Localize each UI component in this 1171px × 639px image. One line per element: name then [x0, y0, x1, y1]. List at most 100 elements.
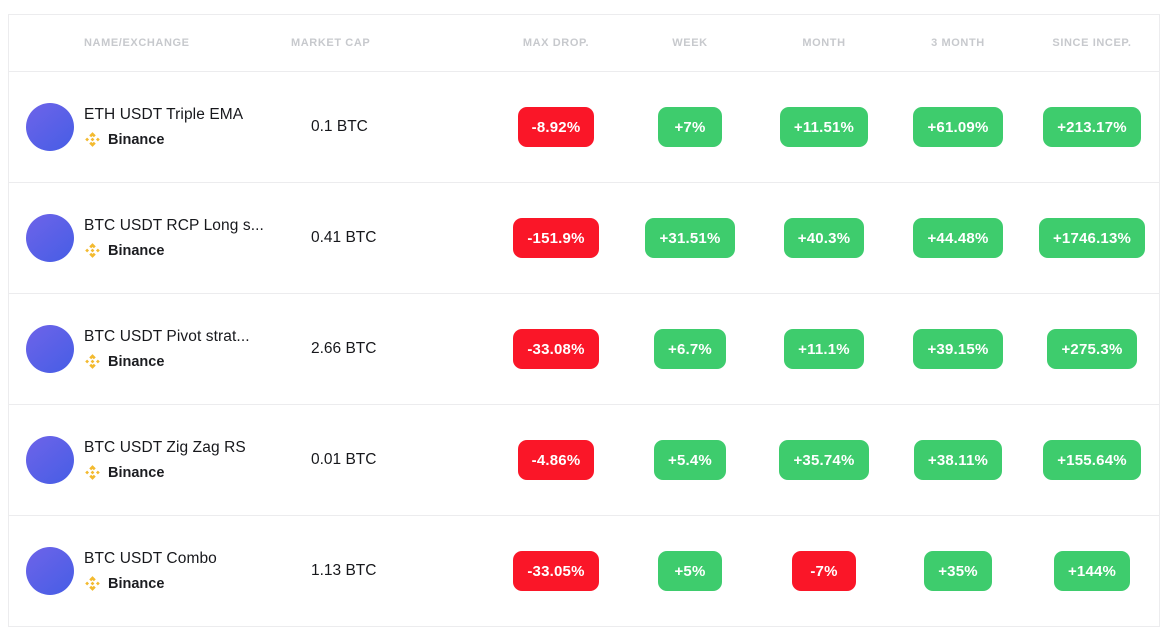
- month-cell: +40.3%: [757, 218, 891, 258]
- strategy-name: ETH USDT Triple EMA: [84, 106, 244, 123]
- market-cap-cell: 0.1 BTC: [289, 118, 489, 136]
- column-header-market-cap: MARKET CAP: [291, 37, 371, 49]
- three-month-cell: +44.48%: [891, 218, 1025, 258]
- month-cell: +11.1%: [757, 329, 891, 369]
- strategy-avatar: [26, 103, 74, 151]
- binance-icon: [85, 132, 100, 147]
- max-drop-cell: -151.9%: [489, 218, 623, 258]
- max-drop-badge: -151.9%: [513, 218, 599, 258]
- week-badge: +7%: [658, 107, 722, 147]
- exchange-line: Binance: [84, 242, 264, 259]
- exchange-name: Binance: [108, 575, 165, 592]
- strategy-avatar: [26, 325, 74, 373]
- week-badge: +31.51%: [645, 218, 735, 258]
- month-badge: +11.1%: [784, 329, 864, 369]
- since-incep-cell: +213.17%: [1025, 107, 1159, 147]
- table-row[interactable]: BTC USDT RCP Long s... Binance 0.: [9, 182, 1159, 293]
- exchange-name: Binance: [108, 464, 165, 481]
- name-exchange-cell: BTC USDT Combo Binance: [9, 547, 289, 595]
- week-cell: +7%: [623, 107, 757, 147]
- table-header-row: NAME/EXCHANGE MARKET CAP MAX DROP. WEEK …: [9, 15, 1159, 71]
- week-cell: +31.51%: [623, 218, 757, 258]
- market-cap-value: 0.01 BTC: [311, 451, 377, 468]
- table-row[interactable]: BTC USDT Pivot strat... Binance 2: [9, 293, 1159, 404]
- name-exchange-cell: BTC USDT Zig Zag RS Binance: [9, 436, 289, 484]
- month-badge: +11.51%: [779, 107, 869, 147]
- column-header-3-month: 3 MONTH: [931, 37, 985, 49]
- market-cap-value: 1.13 BTC: [311, 562, 377, 579]
- name-block: BTC USDT RCP Long s... Binance: [84, 217, 264, 259]
- strategy-name: BTC USDT Zig Zag RS: [84, 439, 246, 456]
- strategy-avatar: [26, 214, 74, 262]
- table-row[interactable]: BTC USDT Combo Binance 1.13 BTC: [9, 515, 1159, 626]
- max-drop-badge: -8.92%: [517, 107, 595, 147]
- three-month-badge: +44.48%: [913, 218, 1003, 258]
- week-badge: +5.4%: [654, 440, 726, 480]
- name-block: ETH USDT Triple EMA Binance: [84, 106, 243, 148]
- name-block: BTC USDT Combo Binance: [84, 550, 217, 592]
- table-row[interactable]: ETH USDT Triple EMA Binance 0.1 B: [9, 71, 1159, 182]
- week-badge: +6.7%: [654, 329, 726, 369]
- table-row[interactable]: BTC USDT Zig Zag RS Binance 0.01: [9, 404, 1159, 515]
- exchange-name: Binance: [108, 131, 165, 148]
- exchange-line: Binance: [84, 464, 246, 481]
- max-drop-cell: -33.08%: [489, 329, 623, 369]
- exchange-line: Binance: [84, 575, 217, 592]
- binance-icon: [85, 465, 100, 480]
- month-cell: +11.51%: [757, 107, 891, 147]
- name-block: BTC USDT Zig Zag RS Binance: [84, 439, 246, 481]
- name-exchange-cell: ETH USDT Triple EMA Binance: [9, 103, 289, 151]
- week-cell: +6.7%: [623, 329, 757, 369]
- since-incep-badge: +275.3%: [1047, 329, 1137, 369]
- month-cell: -7%: [757, 551, 891, 591]
- max-drop-cell: -8.92%: [489, 107, 623, 147]
- market-cap-value: 0.1 BTC: [311, 118, 368, 135]
- binance-icon: [85, 243, 100, 258]
- since-incep-badge: +213.17%: [1043, 107, 1141, 147]
- max-drop-badge: -4.86%: [517, 440, 595, 480]
- three-month-badge: +61.09%: [913, 107, 1003, 147]
- since-incep-cell: +1746.13%: [1025, 218, 1159, 258]
- strategy-name: BTC USDT RCP Long s...: [84, 217, 264, 234]
- market-cap-cell: 0.41 BTC: [289, 229, 489, 247]
- exchange-line: Binance: [84, 353, 250, 370]
- max-drop-badge: -33.08%: [513, 329, 599, 369]
- three-month-badge: +39.15%: [913, 329, 1003, 369]
- since-incep-badge: +144%: [1053, 551, 1131, 591]
- column-header-max-drop: MAX DROP.: [522, 37, 590, 49]
- market-cap-cell: 2.66 BTC: [289, 340, 489, 358]
- column-header-month: MONTH: [802, 37, 846, 49]
- three-month-cell: +61.09%: [891, 107, 1025, 147]
- since-incep-cell: +275.3%: [1025, 329, 1159, 369]
- since-incep-cell: +144%: [1025, 551, 1159, 591]
- three-month-badge: +35%: [924, 551, 992, 591]
- column-header-week: WEEK: [672, 37, 708, 49]
- since-incep-badge: +1746.13%: [1038, 218, 1146, 258]
- three-month-cell: +35%: [891, 551, 1025, 591]
- exchange-name: Binance: [108, 353, 165, 370]
- month-cell: +35.74%: [757, 440, 891, 480]
- market-cap-cell: 1.13 BTC: [289, 562, 489, 580]
- max-drop-cell: -33.05%: [489, 551, 623, 591]
- name-block: BTC USDT Pivot strat... Binance: [84, 328, 250, 370]
- three-month-cell: +38.11%: [891, 440, 1025, 480]
- three-month-badge: +38.11%: [913, 440, 1003, 480]
- strategy-name: BTC USDT Combo: [84, 550, 217, 567]
- max-drop-badge: -33.05%: [513, 551, 599, 591]
- binance-icon: [85, 576, 100, 591]
- month-badge: +40.3%: [783, 218, 865, 258]
- market-cap-value: 0.41 BTC: [311, 229, 377, 246]
- name-exchange-cell: BTC USDT Pivot strat... Binance: [9, 325, 289, 373]
- month-badge: +35.74%: [779, 440, 869, 480]
- name-exchange-cell: BTC USDT RCP Long s... Binance: [9, 214, 289, 262]
- column-header-name-exchange: NAME/EXCHANGE: [84, 37, 190, 49]
- table-body: ETH USDT Triple EMA Binance 0.1 B: [9, 71, 1159, 626]
- exchange-line: Binance: [84, 131, 243, 148]
- week-badge: +5%: [658, 551, 722, 591]
- month-badge: -7%: [792, 551, 856, 591]
- strategy-avatar: [26, 547, 74, 595]
- week-cell: +5%: [623, 551, 757, 591]
- since-incep-cell: +155.64%: [1025, 440, 1159, 480]
- strategy-avatar: [26, 436, 74, 484]
- three-month-cell: +39.15%: [891, 329, 1025, 369]
